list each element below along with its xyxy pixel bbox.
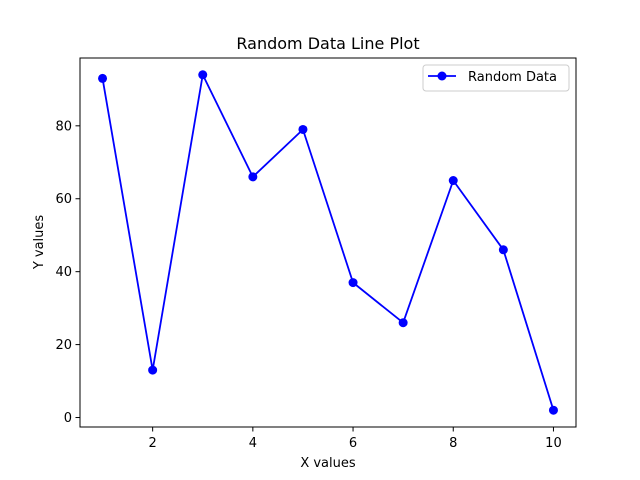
axes-frame: [79, 57, 577, 428]
x-tick-label: 2: [149, 436, 157, 451]
data-point: [148, 365, 158, 375]
data-point: [298, 124, 308, 134]
y-tick-label: 80: [55, 119, 72, 134]
x-tick-label: 6: [349, 436, 357, 451]
plot-area: [79, 57, 577, 428]
x-axis-label: X values: [300, 456, 356, 471]
series-line-random-data: [101, 73, 555, 411]
x-tick-label: 8: [449, 436, 457, 451]
x-tick-label: 4: [249, 436, 257, 451]
data-point: [98, 73, 108, 83]
data-point: [498, 245, 508, 255]
legend: Random Data: [422, 64, 570, 92]
y-tick-label: 0: [64, 411, 72, 426]
x-tick-label: 10: [545, 436, 562, 451]
legend-marker: [437, 71, 447, 81]
data-point: [448, 176, 458, 186]
x-axis-ticks: 2 4 6 8 10: [149, 427, 562, 451]
data-point: [248, 172, 258, 182]
y-tick-label: 40: [55, 265, 72, 280]
y-tick-label: 20: [55, 338, 72, 353]
series-layer: [98, 70, 558, 415]
data-point: [348, 278, 358, 288]
data-point: [548, 405, 558, 415]
legend-box: [422, 64, 570, 92]
data-point: [198, 70, 208, 80]
data-point: [398, 318, 408, 328]
legend-label-random-data: Random Data: [468, 70, 557, 85]
y-axis-label: Y values: [32, 215, 47, 271]
y-axis-ticks: 0 20 40 60 80: [55, 119, 80, 426]
chart-title: Random Data Line Plot: [236, 34, 419, 53]
y-tick-label: 60: [55, 192, 72, 207]
